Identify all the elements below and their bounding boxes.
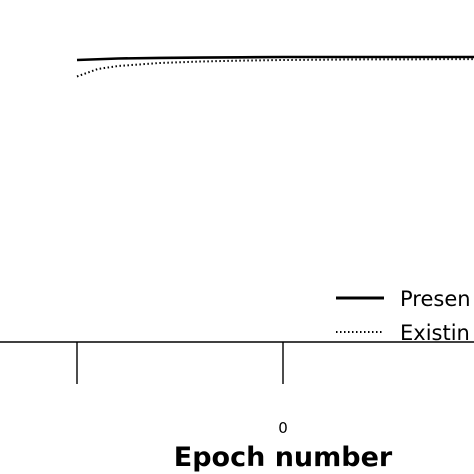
series-line-existin (76, 58, 474, 78)
x-axis-ticks: 0 (76, 342, 288, 437)
legend: Presen Existin (336, 287, 471, 345)
x-tick-label: 0 (278, 419, 288, 437)
series-layer (76, 55, 474, 78)
legend-label-presen: Presen (400, 287, 471, 311)
series-line-presen (76, 55, 474, 62)
legend-label-existin: Existin (400, 321, 470, 345)
plot-area: 0 (0, 55, 474, 437)
x-axis-label: Epoch number (174, 442, 393, 473)
